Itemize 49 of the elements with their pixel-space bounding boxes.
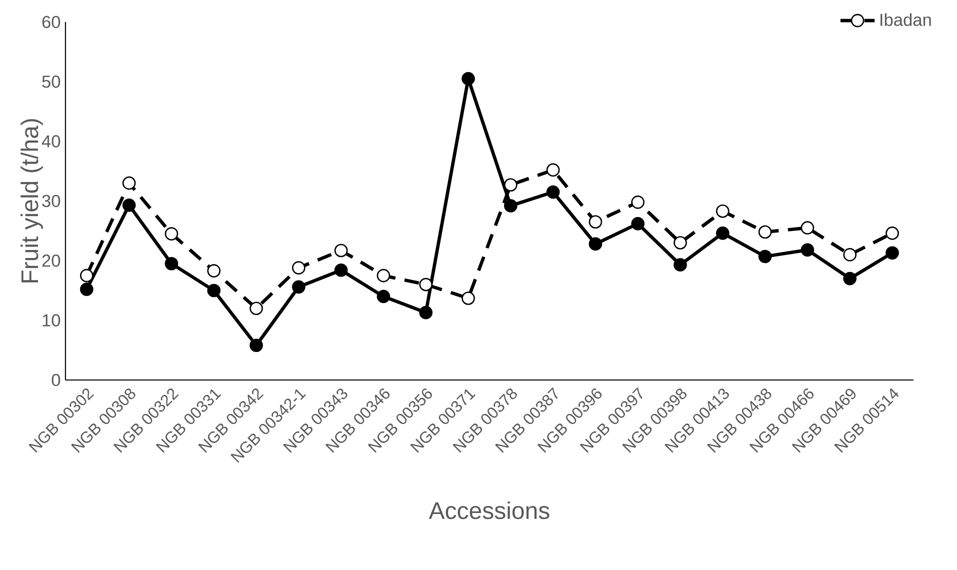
point bbox=[376, 290, 390, 304]
point bbox=[80, 282, 94, 296]
point bbox=[800, 243, 814, 257]
point bbox=[716, 204, 730, 218]
x-axis-title: Accessions bbox=[428, 501, 550, 520]
point bbox=[462, 292, 475, 305]
point bbox=[886, 246, 899, 260]
point bbox=[504, 199, 518, 212]
point bbox=[376, 268, 390, 282]
legend-label: Ibadan bbox=[880, 13, 931, 26]
point bbox=[419, 278, 433, 292]
y-axis-title: Fruit yield (t/ha) bbox=[20, 119, 43, 282]
point bbox=[588, 215, 602, 229]
point bbox=[334, 244, 348, 258]
y-tick-label: 10 bbox=[42, 314, 60, 326]
point bbox=[250, 302, 263, 316]
point bbox=[674, 236, 687, 250]
point bbox=[588, 237, 602, 251]
y-tick-label: 30 bbox=[42, 194, 60, 208]
y-tick-label: 0 bbox=[52, 374, 60, 386]
point bbox=[292, 261, 306, 274]
point bbox=[462, 72, 475, 86]
point bbox=[292, 280, 306, 294]
point bbox=[80, 268, 94, 282]
point bbox=[800, 221, 814, 235]
point bbox=[334, 264, 348, 277]
point bbox=[758, 225, 772, 239]
y-tick-label: 60 bbox=[42, 16, 60, 28]
point bbox=[250, 338, 263, 352]
point bbox=[843, 272, 857, 286]
point bbox=[122, 198, 136, 212]
point bbox=[164, 256, 178, 270]
point bbox=[207, 284, 221, 298]
point bbox=[419, 306, 433, 320]
point bbox=[674, 258, 687, 272]
y-tick-label: 40 bbox=[42, 135, 60, 148]
y-tick-label: 50 bbox=[42, 76, 60, 88]
point bbox=[843, 248, 857, 262]
point bbox=[886, 226, 899, 240]
point bbox=[207, 264, 221, 278]
point bbox=[758, 250, 772, 264]
point bbox=[631, 196, 645, 209]
point bbox=[546, 185, 560, 199]
point bbox=[546, 163, 560, 177]
y-tick-label: 20 bbox=[42, 254, 60, 267]
point bbox=[164, 227, 178, 240]
point bbox=[631, 216, 645, 230]
point bbox=[122, 176, 136, 190]
point bbox=[716, 226, 730, 240]
